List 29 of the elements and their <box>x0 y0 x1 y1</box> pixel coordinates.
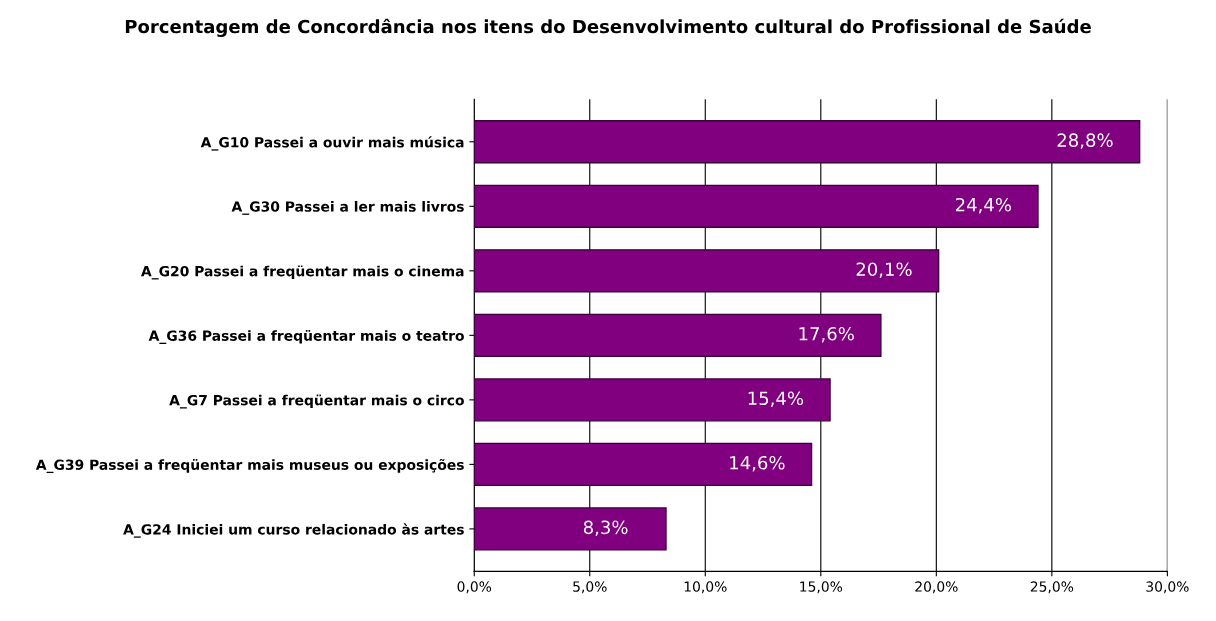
y-tick-label: A_G20 Passei a freqüentar mais o cinema <box>141 265 464 280</box>
bar <box>474 313 882 358</box>
y-tick-label: A_G39 Passei a freqüentar mais museus ou exposições <box>35 458 464 474</box>
bar <box>474 249 940 293</box>
data-label: 14,6% <box>730 455 785 472</box>
data-label: 24,4% <box>955 197 1012 214</box>
y-tick-label: A_G36 Passei a freqüentar mais o teatro <box>148 329 464 344</box>
data-label: 8,3% <box>583 520 628 536</box>
bar <box>474 120 1141 164</box>
data-label: 15,4% <box>748 391 804 407</box>
x-tick-label: 30,0% <box>1146 581 1189 594</box>
bar <box>474 507 667 551</box>
x-tick-label: 20,0% <box>915 581 958 594</box>
y-tick-label: A_G30 Passei a ler mais livros <box>231 201 464 215</box>
x-tick-label: 25,0% <box>1030 581 1074 594</box>
data-label: 20,1% <box>856 262 912 278</box>
x-tick-label: 10,0% <box>684 581 727 594</box>
chart-title: Porcentagem de Concordância nos itens do Desenvolvimento cultural do Profissional de Saúde <box>125 18 1091 37</box>
y-tick-label: A_G10 Passei a ouvir mais música <box>200 136 464 151</box>
bar <box>474 442 813 487</box>
data-label: 28,8% <box>1057 133 1113 149</box>
y-tick-label: A_G7 Passei a freqüentar mais o circo <box>169 394 464 409</box>
x-tick-label: 5,0% <box>573 581 607 594</box>
data-label: 17,6% <box>799 326 854 343</box>
y-tick-label: A_G24 Iniciei um curso relacionado às artes <box>123 523 464 538</box>
x-tick-label: 15,0% <box>800 581 843 594</box>
x-tick-label: 0,0% <box>457 581 492 594</box>
bar <box>474 378 831 422</box>
bar <box>474 184 1039 228</box>
